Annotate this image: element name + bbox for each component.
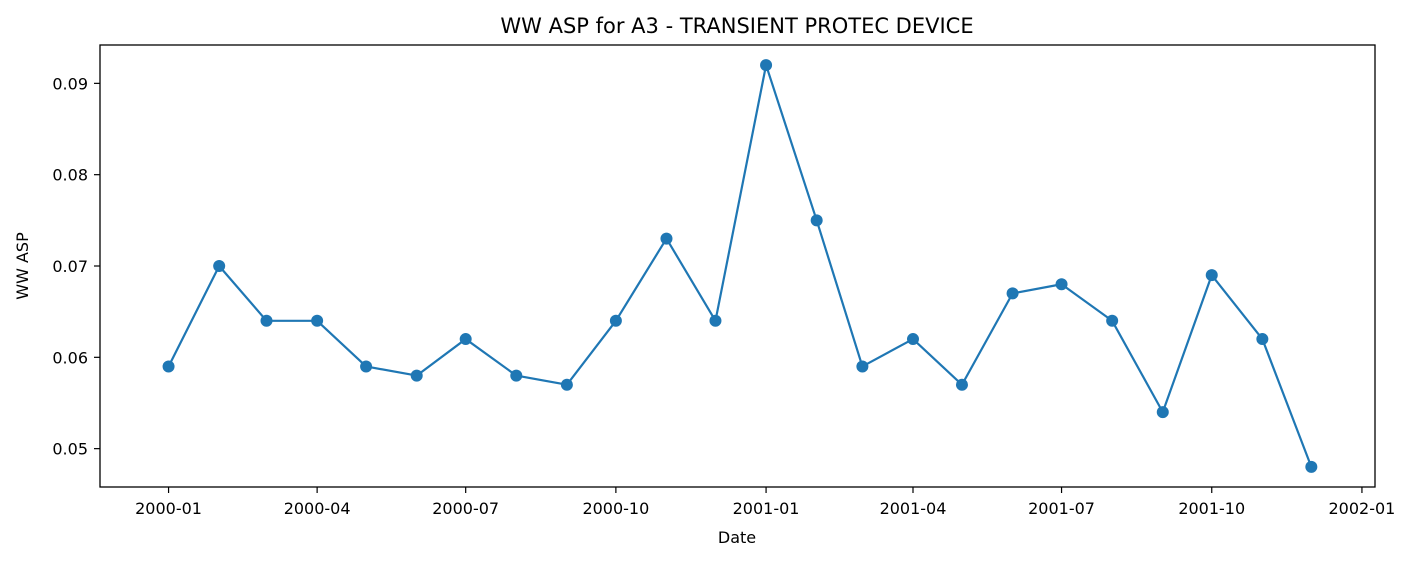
data-point — [955, 378, 968, 391]
data-point — [1305, 460, 1318, 473]
y-tick-label: 0.06 — [52, 348, 88, 367]
plot-area — [162, 59, 1318, 473]
data-point — [560, 378, 573, 391]
x-tick-label: 2001-10 — [1178, 499, 1245, 518]
data-point — [1156, 406, 1169, 419]
data-point — [1055, 278, 1068, 291]
data-point — [810, 214, 823, 227]
data-point — [459, 333, 472, 346]
data-point — [760, 59, 773, 72]
x-tick-label: 2001-04 — [880, 499, 947, 518]
data-point — [311, 314, 324, 327]
x-tick-label: 2001-07 — [1028, 499, 1095, 518]
x-tick-label: 2001-01 — [733, 499, 800, 518]
data-point — [660, 232, 673, 245]
data-point — [609, 314, 622, 327]
data-point — [360, 360, 373, 373]
y-tick-label: 0.08 — [52, 166, 88, 185]
data-point — [260, 314, 273, 327]
y-tick-label: 0.09 — [52, 74, 88, 93]
x-tick-label: 2000-07 — [432, 499, 499, 518]
data-point — [410, 369, 423, 382]
data-point — [1256, 333, 1269, 346]
data-point — [856, 360, 869, 373]
y-axis: 0.05 0.06 0.07 0.08 0.09 — [52, 74, 100, 459]
x-axis-label: Date — [718, 528, 756, 547]
y-tick-label: 0.07 — [52, 257, 88, 276]
data-point — [510, 369, 523, 382]
x-tick-label: 2000-10 — [582, 499, 649, 518]
data-point — [162, 360, 175, 373]
data-point — [1106, 314, 1119, 327]
x-tick-label: 2000-04 — [284, 499, 351, 518]
chart-title: WW ASP for A3 - TRANSIENT PROTEC DEVICE — [500, 14, 973, 38]
data-point — [906, 333, 919, 346]
y-tick-label: 0.05 — [52, 440, 88, 459]
data-point — [1006, 287, 1019, 300]
plot-frame — [99, 44, 1376, 488]
x-tick-label: 2000-01 — [135, 499, 202, 518]
data-point — [213, 260, 226, 272]
x-axis: 2000-01 2000-04 2000-07 2000-10 2001-01 2001-… — [135, 487, 1395, 518]
y-axis-label: WW ASP — [13, 232, 32, 300]
series-line — [167, 63, 1313, 468]
data-point — [1205, 269, 1218, 282]
x-tick-label: 2002-01 — [1329, 499, 1396, 518]
data-point — [709, 314, 722, 327]
